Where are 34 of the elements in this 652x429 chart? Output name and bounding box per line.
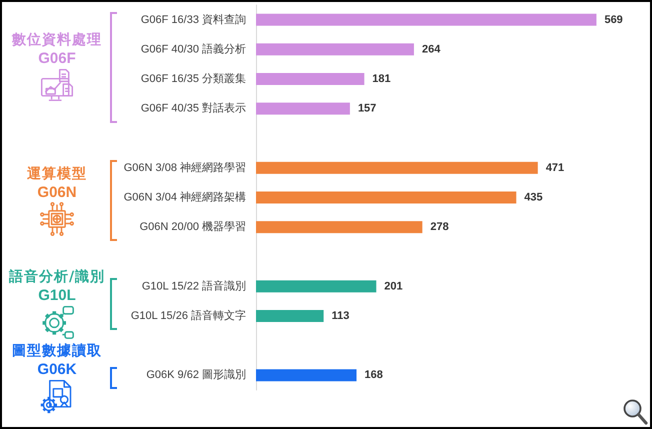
bar <box>256 102 350 115</box>
bar <box>256 280 376 292</box>
y-tick-label: G06F 40/30 語義分析 <box>140 42 246 56</box>
y-tick-label: G06N 20/00 機器學習 <box>140 221 246 234</box>
bar <box>256 310 324 322</box>
data-label: 569 <box>604 14 623 26</box>
y-tick-label: G10L 15/26 語音轉文字 <box>130 308 246 322</box>
data-label: 181 <box>372 73 391 86</box>
text: 數位資料處理 G06F <box>10 31 103 68</box>
data-label: 168 <box>364 369 383 382</box>
data-label: 201 <box>384 280 403 292</box>
data-label: 113 <box>332 310 350 322</box>
data-label: 278 <box>430 221 449 234</box>
y-tick-label: G06N 3/08 神經網路學習 <box>124 160 246 174</box>
bar <box>256 73 364 86</box>
data-label: 264 <box>422 43 442 56</box>
y-tick-label: G06F 16/35 分類叢集 <box>140 72 246 86</box>
bar <box>256 369 357 382</box>
bar <box>256 162 538 174</box>
legend-label: 語音分析/識別 G10L <box>8 268 106 306</box>
y-tick-label: G06N 3/04 神經網路架構 <box>124 190 246 204</box>
y-tick-label: G06F 40/35 對話表示 <box>140 102 246 115</box>
data-label: 435 <box>524 192 543 204</box>
y-tick-label: G06K 9/62 圖形識別 <box>146 368 246 382</box>
bar <box>256 221 422 234</box>
y-tick-label: G10L 15/22 語音識別 <box>142 279 246 292</box>
legend-label: 圖型數據讀取 G06K <box>11 342 103 380</box>
bar <box>256 43 414 56</box>
data-label: 157 <box>358 102 376 115</box>
y-tick-label: G06F 16/33 資料查詢 <box>140 12 246 26</box>
bar <box>256 192 516 204</box>
text: 運算模型 G06N <box>26 164 88 202</box>
bar <box>256 14 596 26</box>
data-label: 471 <box>546 162 564 174</box>
